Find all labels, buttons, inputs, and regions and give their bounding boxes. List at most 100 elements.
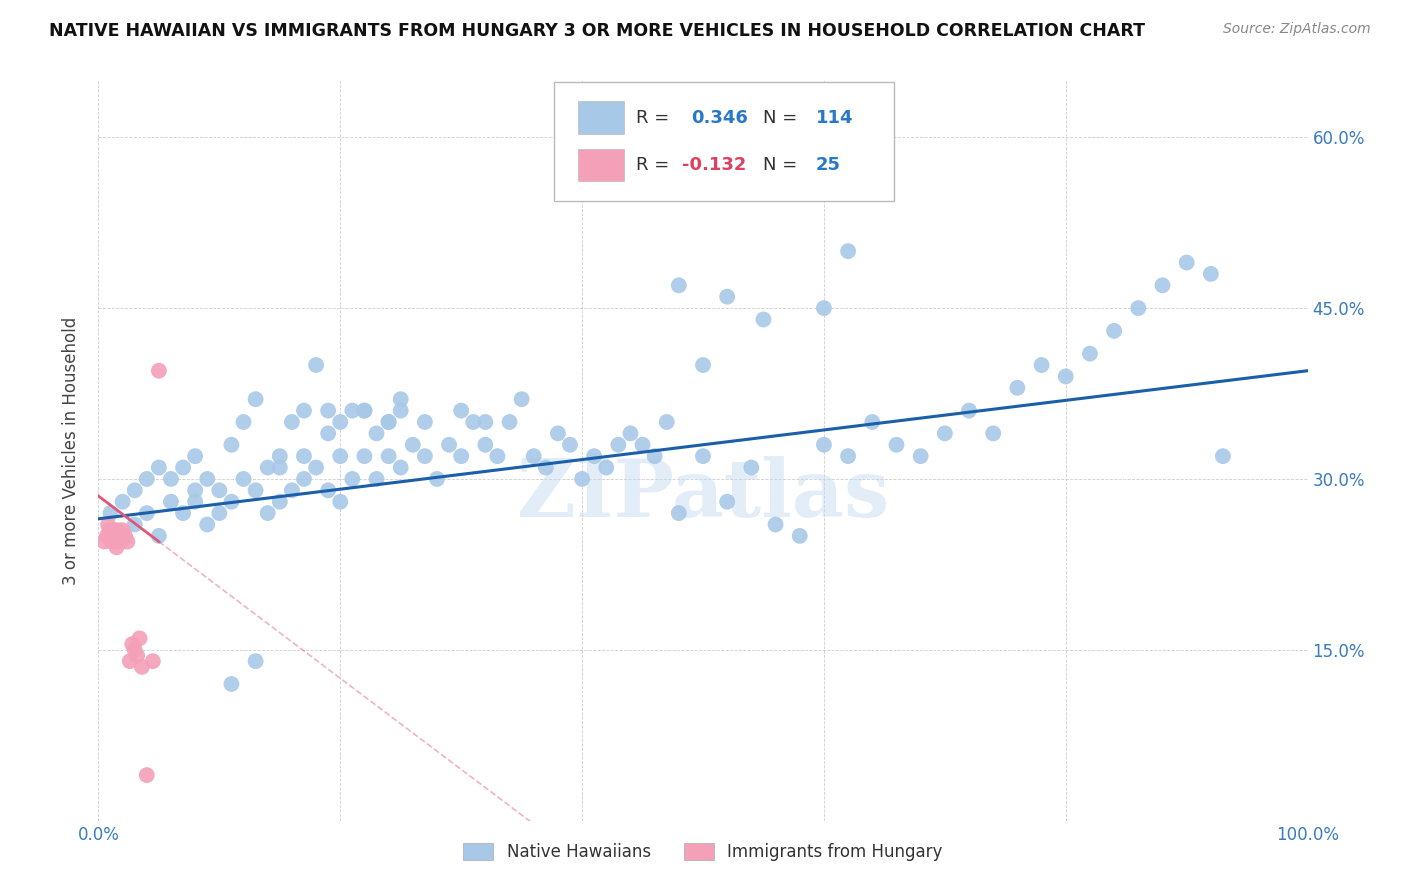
- Point: [111, 529, 134, 543]
- Point: [389, 460, 412, 475]
- Point: [366, 472, 388, 486]
- Point: [1078, 346, 1101, 360]
- Point: [402, 438, 425, 452]
- Point: [135, 768, 157, 782]
- Point: [127, 648, 149, 663]
- Point: [172, 506, 194, 520]
- Point: [93, 534, 115, 549]
- Point: [353, 449, 375, 463]
- Point: [128, 632, 150, 646]
- FancyBboxPatch shape: [578, 149, 624, 181]
- Point: [583, 449, 606, 463]
- Point: [619, 426, 641, 441]
- Point: [142, 654, 165, 668]
- Point: [103, 529, 125, 543]
- Legend: Native Hawaiians, Immigrants from Hungary: Native Hawaiians, Immigrants from Hungar…: [457, 837, 949, 868]
- Point: [305, 460, 328, 475]
- Point: [377, 415, 399, 429]
- Point: [232, 415, 254, 429]
- Point: [269, 460, 291, 475]
- Point: [450, 449, 472, 463]
- Point: [117, 534, 139, 549]
- Text: R =: R =: [637, 109, 675, 127]
- Point: [413, 415, 436, 429]
- Text: R =: R =: [637, 156, 675, 174]
- Point: [108, 529, 131, 543]
- Point: [316, 426, 339, 441]
- Point: [377, 449, 399, 463]
- Point: [510, 392, 533, 407]
- Point: [114, 529, 136, 543]
- FancyBboxPatch shape: [554, 82, 894, 201]
- Point: [269, 449, 291, 463]
- Point: [644, 449, 666, 463]
- Text: 114: 114: [815, 109, 853, 127]
- Text: ZIPatlas: ZIPatlas: [517, 456, 889, 534]
- Point: [111, 523, 134, 537]
- Point: [105, 541, 128, 555]
- Point: [547, 426, 569, 441]
- Point: [195, 517, 218, 532]
- Point: [450, 403, 472, 417]
- Point: [104, 534, 127, 549]
- Point: [232, 472, 254, 486]
- Point: [281, 415, 304, 429]
- Point: [100, 534, 122, 549]
- Point: [195, 472, 218, 486]
- Point: [655, 415, 678, 429]
- Point: [329, 449, 352, 463]
- Point: [1128, 301, 1150, 315]
- Point: [558, 438, 581, 452]
- Point: [1007, 381, 1029, 395]
- Point: [813, 301, 835, 315]
- Point: [486, 449, 509, 463]
- Point: [329, 494, 352, 508]
- Point: [124, 483, 146, 498]
- Point: [498, 415, 520, 429]
- Point: [981, 426, 1004, 441]
- Text: N =: N =: [763, 109, 803, 127]
- Point: [184, 449, 207, 463]
- Point: [389, 403, 412, 417]
- Point: [595, 460, 617, 475]
- Y-axis label: 3 or more Vehicles in Household: 3 or more Vehicles in Household: [62, 317, 80, 584]
- Text: NATIVE HAWAIIAN VS IMMIGRANTS FROM HUNGARY 3 OR MORE VEHICLES IN HOUSEHOLD CORRE: NATIVE HAWAIIAN VS IMMIGRANTS FROM HUNGA…: [49, 22, 1146, 40]
- Point: [934, 426, 956, 441]
- Point: [353, 403, 375, 417]
- Point: [426, 472, 449, 486]
- Point: [474, 438, 496, 452]
- Point: [107, 523, 129, 537]
- Point: [668, 278, 690, 293]
- Point: [1102, 324, 1125, 338]
- Point: [148, 529, 170, 543]
- Point: [607, 438, 630, 452]
- Point: [474, 415, 496, 429]
- Point: [245, 392, 267, 407]
- Point: [292, 472, 315, 486]
- Point: [316, 483, 339, 498]
- Point: [148, 364, 170, 378]
- Point: [716, 494, 738, 508]
- Point: [1175, 255, 1198, 269]
- Point: [98, 523, 121, 537]
- Text: Source: ZipAtlas.com: Source: ZipAtlas.com: [1223, 22, 1371, 37]
- Point: [221, 677, 243, 691]
- Point: [789, 529, 811, 543]
- Point: [957, 403, 980, 417]
- Point: [377, 415, 399, 429]
- Point: [765, 517, 787, 532]
- Point: [184, 494, 207, 508]
- Point: [221, 494, 243, 508]
- Point: [111, 494, 134, 508]
- Point: [631, 438, 654, 452]
- Point: [316, 403, 339, 417]
- Point: [96, 529, 118, 543]
- Point: [534, 460, 557, 475]
- Point: [571, 472, 593, 486]
- Text: 0.346: 0.346: [690, 109, 748, 127]
- Point: [837, 449, 859, 463]
- Point: [668, 506, 690, 520]
- Point: [118, 654, 141, 668]
- Point: [245, 654, 267, 668]
- Point: [281, 483, 304, 498]
